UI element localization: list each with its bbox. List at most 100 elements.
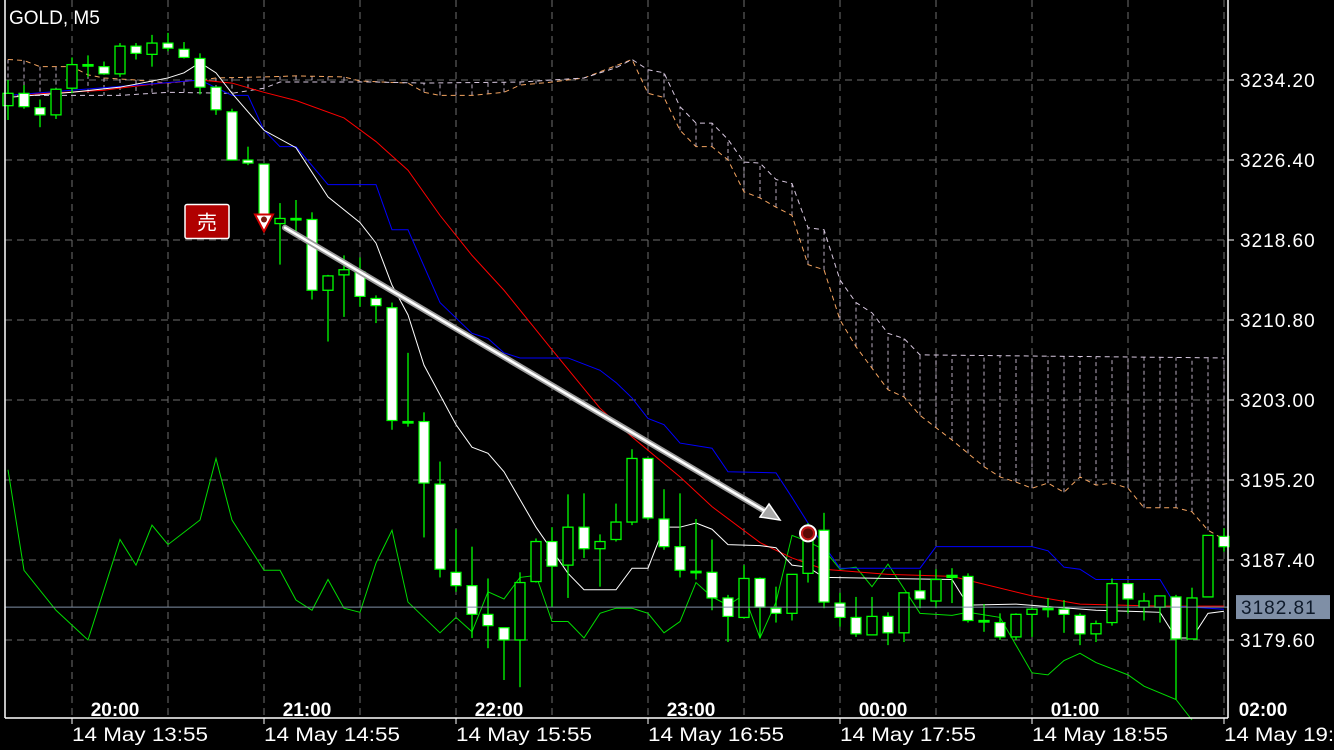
candle-body-bear (226, 111, 238, 161)
candle (242, 146, 254, 166)
candle-body-bull (786, 573, 798, 614)
candle-body-bull (978, 619, 990, 623)
candle-body-bear (466, 585, 478, 615)
candle-body-bull (82, 63, 94, 67)
candle (898, 592, 910, 643)
candle (178, 42, 190, 59)
candle-body-bull (338, 269, 350, 276)
candle (162, 32, 174, 52)
candle (1218, 528, 1230, 552)
candle-body-bull (562, 526, 574, 566)
candle-body-bear (994, 621, 1006, 638)
local-time-label: 02:00 (1239, 700, 1288, 721)
local-time-label: 20:00 (91, 700, 140, 721)
candle (482, 578, 494, 649)
candle (562, 494, 574, 598)
candle (850, 596, 862, 637)
x-tick-label: 14 May 17:55 (840, 725, 976, 746)
candle-body-bull (1026, 608, 1038, 616)
tenkan-sen-line (7, 61, 1225, 639)
candle (674, 493, 686, 578)
candle-body-bull (738, 577, 750, 619)
y-tick-label: 3179.60 (1240, 631, 1316, 652)
candle (2, 80, 14, 120)
candle (1202, 534, 1214, 598)
local-time-label: 00:00 (859, 700, 908, 721)
candle-body-bull (898, 592, 910, 634)
candle-body-bear (418, 420, 430, 484)
y-tick-label: 3218.60 (1240, 231, 1316, 252)
candle (1074, 613, 1086, 646)
candle-body-bull (274, 217, 286, 225)
y-tick-label: 3187.40 (1240, 551, 1316, 572)
candle-body-bear (18, 92, 30, 108)
candle-body-bear (1074, 614, 1086, 635)
candle-body-bull (946, 574, 958, 579)
x-tick-label: 14 May 15:55 (456, 725, 592, 746)
candle-body-bear (754, 577, 766, 608)
y-tick-label: 3210.80 (1240, 311, 1316, 332)
x-tick-label: 14 May 19: (1224, 725, 1334, 746)
candle (114, 43, 126, 77)
candle-body-bull (146, 42, 158, 56)
candle-body-bear (546, 540, 558, 567)
candle (1186, 587, 1198, 640)
candle-body-bull (1010, 613, 1022, 638)
candle-body-bear (1218, 535, 1230, 548)
candle (946, 568, 958, 604)
ichimoku-cloud (7, 59, 1225, 540)
candle (786, 573, 798, 621)
candle (914, 570, 926, 609)
candle-body-bull (1186, 597, 1198, 640)
indicator-lines (7, 58, 1225, 721)
sell-arrow-icon (253, 213, 275, 234)
candle (1106, 578, 1118, 626)
candle-body-bear (386, 307, 398, 422)
candle-body-bear (306, 218, 318, 291)
candle (978, 604, 990, 632)
candle-body-bear (210, 86, 222, 111)
candle (1090, 620, 1102, 643)
candle-body-bear (1058, 608, 1070, 615)
candles (2, 32, 1230, 700)
current-price-badge (1236, 595, 1330, 620)
candle (1058, 600, 1070, 633)
candle-body-bull (322, 275, 334, 291)
sell-label-box (184, 203, 230, 240)
candle-body-bull (1090, 622, 1102, 635)
candle (466, 546, 478, 638)
candle (690, 518, 702, 580)
candle-body-bear (818, 529, 830, 603)
candle (1042, 597, 1054, 618)
candle (514, 572, 526, 688)
candle (130, 43, 142, 60)
candle (98, 61, 110, 75)
candle-body-bear (450, 571, 462, 587)
candle (418, 412, 430, 538)
candle-body-bull (866, 615, 878, 636)
candle-body-bull (402, 420, 414, 424)
candle-body-bear (578, 526, 590, 550)
candle (1010, 613, 1022, 640)
candle (34, 99, 46, 128)
candle-body-bear (1122, 582, 1134, 600)
sell-arrow-dot (261, 216, 267, 223)
candle (962, 573, 974, 623)
trend-arrow-line (283, 226, 772, 516)
candle (1026, 607, 1038, 637)
candle-body-bear (178, 48, 190, 59)
candle (530, 538, 542, 583)
candle (290, 200, 302, 232)
candle-body-bull (66, 63, 78, 89)
candle-body-bull (114, 45, 126, 75)
candle (18, 85, 30, 109)
candle (578, 493, 590, 558)
axes: 3234.20 3226.40 3218.60 3210.80 3203.00 3195.… (4, 0, 1334, 746)
candle (546, 527, 558, 608)
candle (818, 512, 830, 609)
candle (306, 212, 318, 300)
candle-body-bear (706, 571, 718, 599)
candle (226, 108, 238, 161)
candle (66, 57, 78, 94)
